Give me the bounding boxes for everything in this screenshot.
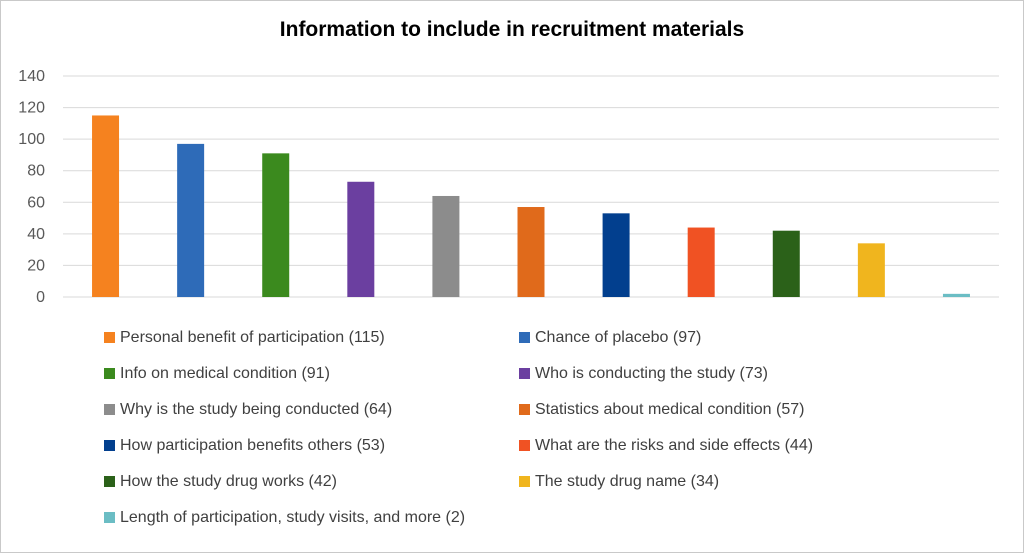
legend-swatch: [519, 332, 530, 343]
legend-swatch: [104, 368, 115, 379]
legend-label: Info on medical condition (91): [120, 364, 330, 382]
legend-swatch: [104, 476, 115, 487]
legend-swatch: [519, 404, 530, 415]
y-tick-label: 100: [18, 131, 45, 148]
bar: [262, 153, 290, 297]
y-tick-label: 0: [36, 289, 45, 306]
bar: [942, 293, 970, 297]
bar: [517, 207, 545, 297]
legend-item: Why is the study being conducted (64): [104, 398, 519, 421]
legend-swatch: [104, 440, 115, 451]
legend-label: How the study drug works (42): [120, 472, 337, 490]
legend-item: Chance of placebo (97): [519, 326, 934, 349]
bar: [772, 230, 800, 297]
legend-item: Who is conducting the study (73): [519, 362, 934, 385]
legend-label: The study drug name (34): [535, 472, 720, 490]
legend-item: How the study drug works (42): [104, 470, 519, 493]
legend-label: Who is conducting the study (73): [535, 364, 769, 382]
bar: [432, 195, 460, 297]
legend-label: Statistics about medical condition (57): [535, 400, 805, 418]
legend-swatch: [519, 368, 530, 379]
legend-swatch: [104, 512, 115, 523]
bar: [347, 181, 375, 297]
legend-label: Length of participation, study visits, a…: [120, 508, 466, 526]
legend-swatch: [104, 404, 115, 415]
y-tick-label: 20: [27, 257, 45, 274]
legend-swatch: [104, 332, 115, 343]
chart-title: Information to include in recruitment ma…: [279, 18, 745, 41]
y-tick-label: 140: [18, 68, 45, 85]
y-tick-label: 40: [27, 226, 45, 243]
legend-item: Personal benefit of participation (115): [104, 326, 519, 349]
bar: [857, 243, 885, 297]
bar: [687, 227, 715, 297]
legend-label: Chance of placebo (97): [535, 328, 702, 346]
legend-item: Length of participation, study visits, a…: [104, 506, 519, 529]
legend-item: How participation benefits others (53): [104, 434, 519, 457]
legend-item: Info on medical condition (91): [104, 362, 519, 385]
bar: [92, 115, 120, 297]
y-tick-label: 120: [18, 100, 45, 117]
legend-label: Personal benefit of participation (115): [120, 328, 385, 346]
y-tick-label: 80: [27, 163, 45, 180]
legend-swatch: [519, 476, 530, 487]
bar: [177, 143, 205, 297]
legend-label: Why is the study being conducted (64): [120, 400, 393, 418]
y-tick-label: 60: [27, 194, 45, 211]
legend-label: How participation benefits others (53): [120, 436, 386, 454]
legend-label: What are the risks and side effects (44): [535, 436, 814, 454]
legend-item: Statistics about medical condition (57): [519, 398, 934, 421]
legend-item: What are the risks and side effects (44): [519, 434, 934, 457]
legend: Personal benefit of participation (115) C…: [104, 326, 964, 529]
legend-swatch: [519, 440, 530, 451]
legend-item: The study drug name (34): [519, 470, 934, 493]
bar: [602, 213, 630, 297]
